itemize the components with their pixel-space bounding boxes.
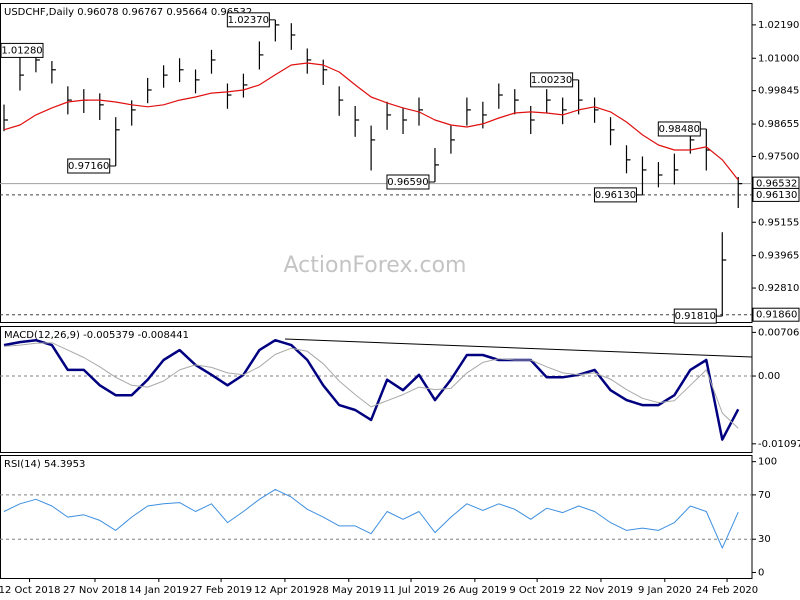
annotation-box (0, 42, 44, 58)
x-tick-label: 28 May 2019 (316, 585, 381, 596)
x-tick-label: 26 Aug 2019 (443, 585, 507, 596)
y-tick-label: 100 (758, 457, 777, 468)
x-tick-label: 27 Feb 2019 (190, 585, 252, 596)
panel-frame (0, 326, 753, 453)
y-tick-label: 0 (758, 567, 764, 578)
indicator-line (3, 342, 739, 429)
annotation-box (226, 12, 270, 28)
level-label-box (752, 187, 800, 202)
annotation-label: 1.02370 (228, 15, 269, 26)
annotation-label: 0.97160 (68, 161, 109, 172)
level-label: 0.96130 (756, 190, 797, 201)
x-tick-label: 12 Oct 2018 (0, 585, 60, 596)
annotation-box (673, 308, 717, 324)
x-tick-label: 27 Nov 2018 (63, 585, 127, 596)
level-label: 0.96532 (756, 179, 797, 190)
panel-title: MACD(12,26,9) -0.005379 -0.008441 (4, 330, 189, 341)
y-tick-label: 30 (758, 534, 771, 545)
panel-frame (0, 3, 753, 323)
level-label: 0.91860 (756, 310, 797, 321)
annotation-box (386, 174, 430, 190)
y-tick-label: 0.93965 (758, 251, 799, 262)
y-tick-label: 0.97500 (758, 151, 799, 162)
annotation-label: 1.00230 (531, 75, 572, 86)
indicator-line (3, 338, 740, 441)
x-tick-label: 24 Feb 2020 (696, 585, 758, 596)
y-tick-label: 1.02190 (758, 20, 799, 31)
x-tick-label: 9 Oct 2019 (509, 585, 564, 596)
y-tick-label: 0.92810 (758, 283, 799, 294)
y-tick-label: -0.010975 (758, 439, 800, 450)
panel-title: RSI(14) 54.3953 (4, 459, 85, 470)
y-tick-label: 0.007066 (758, 327, 800, 338)
annotation-box (593, 187, 637, 203)
annotation-label: 0.98480 (659, 124, 700, 135)
x-tick-label: 14 Jan 2019 (129, 585, 189, 596)
trend-line (284, 338, 753, 358)
annotation-box (67, 158, 111, 174)
x-tick-label: 11 Jul 2019 (383, 585, 440, 596)
panel-frame (0, 455, 753, 579)
watermark: ActionForex.com (284, 253, 467, 278)
annotation-label: 0.96590 (387, 177, 428, 188)
y-tick-label: 0.95155 (758, 217, 799, 228)
x-tick-label: 22 Nov 2019 (569, 585, 633, 596)
y-tick-label: 70 (758, 490, 771, 501)
x-tick-label: 12 Apr 2019 (254, 585, 316, 596)
y-tick-label: 0.98655 (758, 119, 799, 130)
x-tick-label: 9 Jan 2020 (638, 585, 692, 596)
level-label-box (752, 307, 800, 322)
y-tick-label: 0.99845 (758, 86, 799, 97)
y-tick-label: 0.00 (758, 371, 780, 382)
panel-title: USDCHF,Daily 0.96078 0.96767 0.95664 0.9… (4, 7, 252, 18)
annotation-box (530, 72, 574, 88)
annotation-label: 0.96130 (595, 190, 636, 201)
moving-average (3, 62, 739, 181)
annotation-label: 1.01280 (1, 45, 42, 56)
annotation-box (657, 121, 701, 137)
annotation-label: 0.91810 (675, 311, 716, 322)
indicator-line (3, 488, 739, 549)
y-tick-label: 1.01000 (758, 53, 799, 64)
